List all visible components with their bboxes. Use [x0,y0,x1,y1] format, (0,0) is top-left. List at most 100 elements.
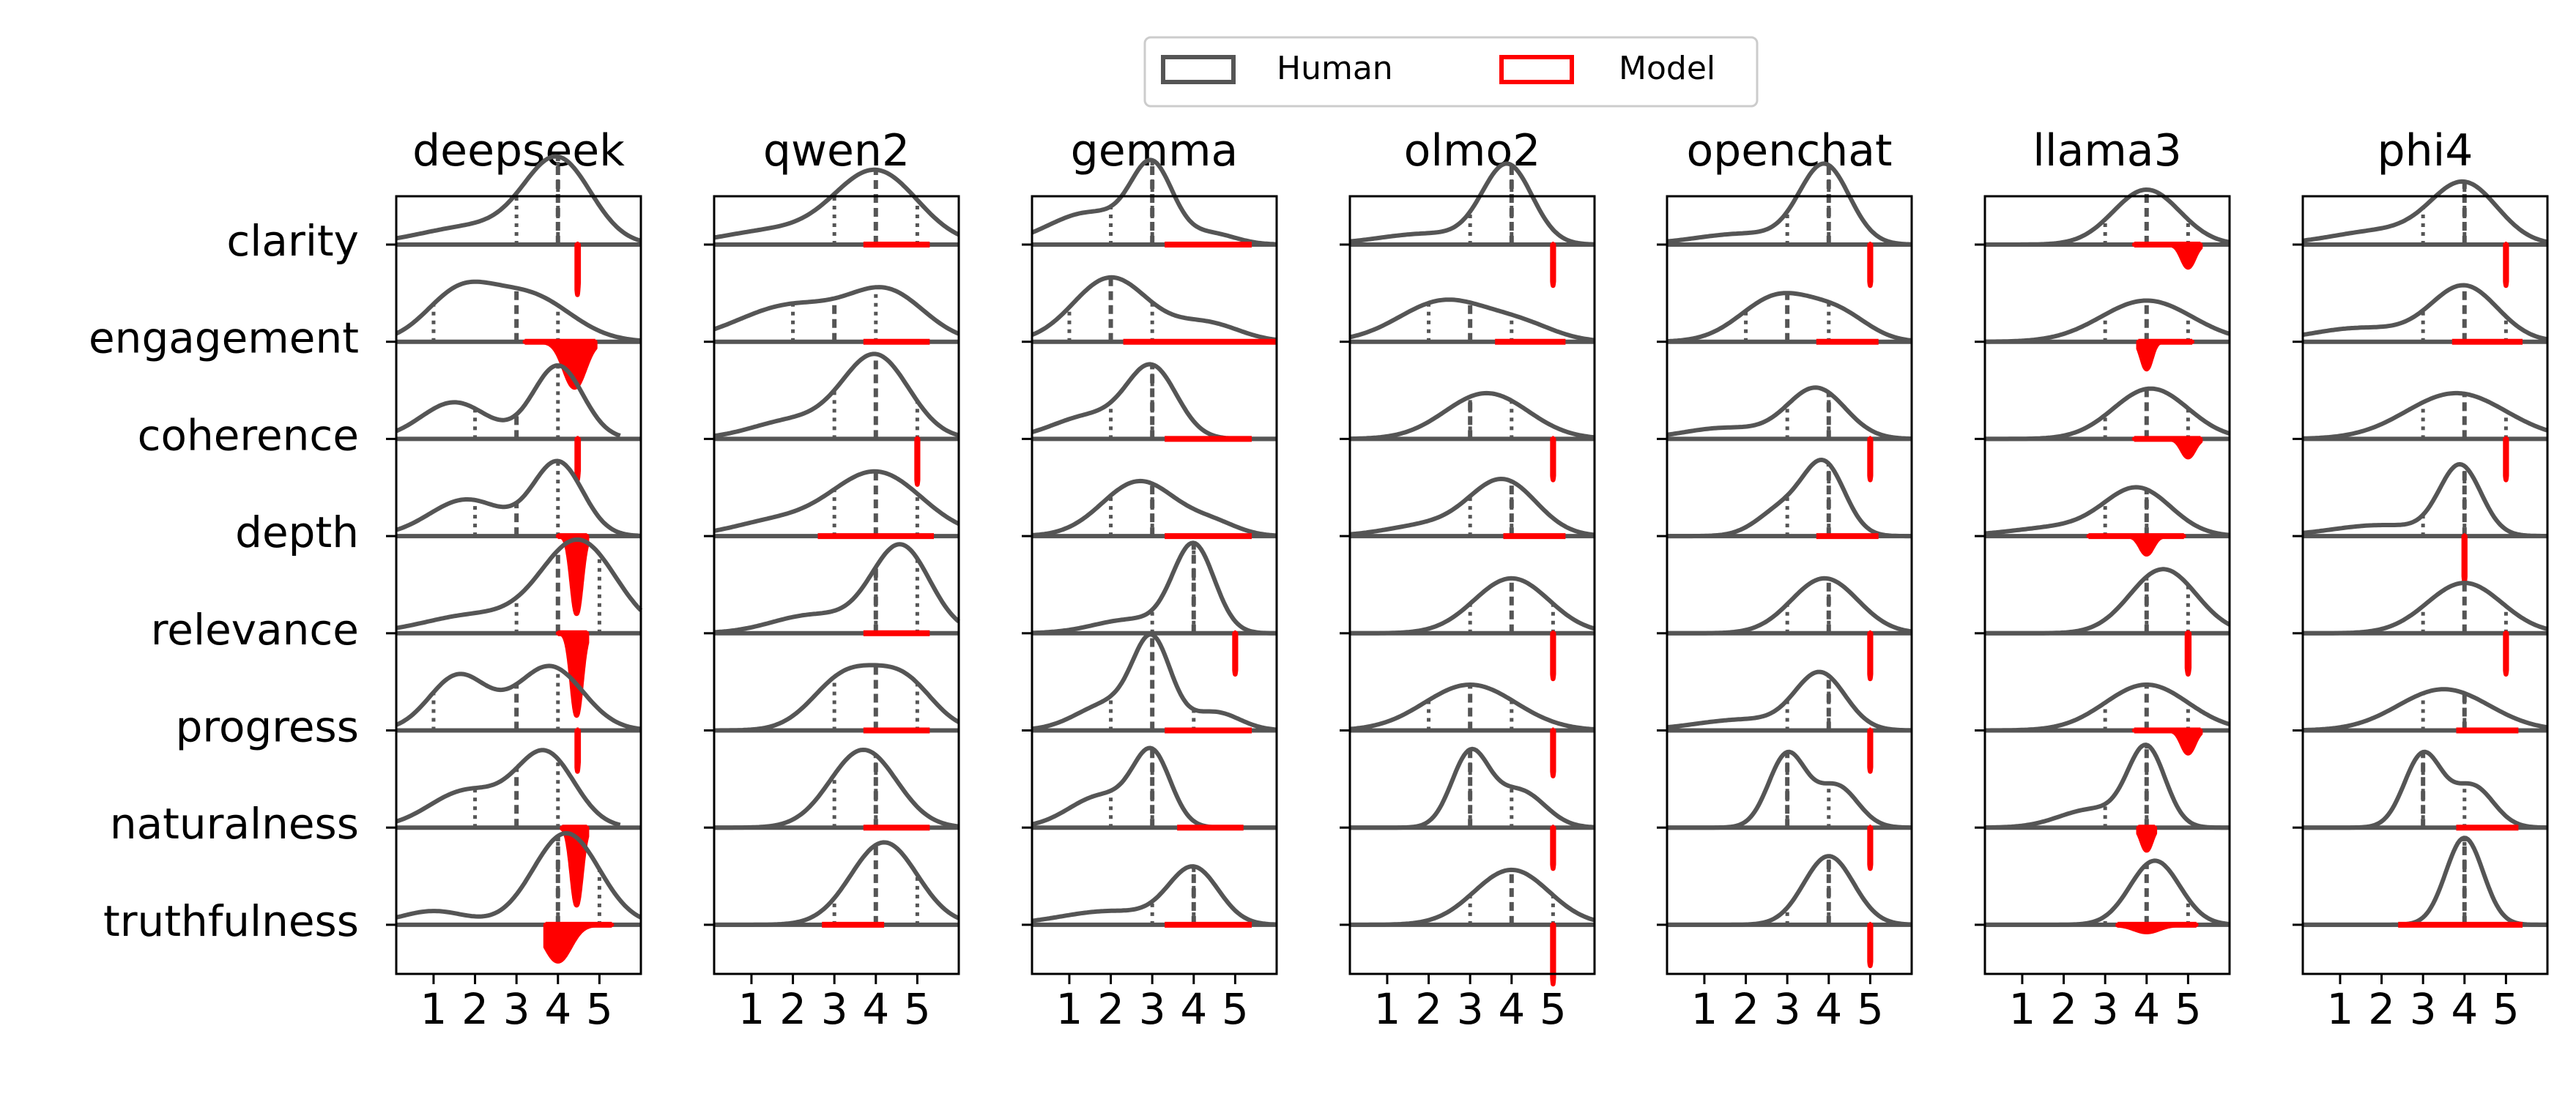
human-density [1984,743,2230,830]
panel-title: phi4 [2378,125,2473,176]
metric-label: coherence [138,410,359,460]
human-density [395,279,642,343]
human-density [2302,836,2548,927]
x-tick-label: 2 [1097,984,1124,1034]
x-tick-label: 5 [1857,984,1884,1034]
human-density [713,663,960,733]
panel-frame [713,195,960,975]
metric-label: clarity [226,216,359,266]
model-density [1867,728,1874,774]
x-tick-label: 1 [1055,984,1083,1034]
model-density [2503,436,2509,483]
panel-olmo2: olmo2 1 2 3 4 5 [1340,125,1596,1034]
human-density [1666,854,1912,927]
x-tick-label: 3 [1139,984,1166,1034]
x-tick-label: 2 [461,984,489,1034]
human-density [396,748,621,827]
panel-phi4: phi4 1 2 3 4 5 [2293,125,2549,1034]
x-tick-label: 4 [1180,984,1207,1034]
model-density [2131,242,2203,270]
human-density [2302,462,2548,538]
human-density [1031,540,1277,636]
human-density [1984,187,2230,247]
human-density [2302,390,2548,441]
model-density [574,242,582,297]
metric-label: relevance [151,605,359,655]
human-density [1984,567,2231,636]
metric-label: truthfulness [103,896,359,946]
model-density [2086,534,2186,557]
human-density [713,285,960,336]
x-tick-label: 3 [503,984,530,1034]
human-density [1666,458,1912,539]
human-density [1984,485,2230,537]
model-density [1867,922,1874,969]
human-density [1984,682,2230,733]
model-density [2136,825,2158,853]
x-tick-label: 2 [1415,984,1442,1034]
model-density [1867,242,1874,289]
model-density [2461,534,2468,584]
x-tick-label: 1 [738,984,765,1034]
panel-title: olmo2 [1404,125,1541,176]
panel-title: llama3 [2033,125,2182,176]
panel-title: qwen2 [763,125,910,176]
legend-model-label: Model [1619,50,1715,87]
panel-frame [1031,195,1278,975]
legend-human-swatch [1161,55,1236,84]
model-density [1867,630,1874,682]
human-density [395,663,642,732]
x-tick-label: 1 [1373,984,1400,1034]
human-density [713,167,960,240]
model-density [574,728,582,774]
panel-qwen2: qwen2 1 2 3 4 5 [704,125,960,1034]
panel-frame [1983,195,2231,975]
human-density [396,154,642,243]
human-density [2302,749,2548,830]
x-tick-label: 4 [1815,984,1842,1034]
x-tick-label: 4 [1498,984,1525,1034]
model-density [555,630,590,718]
human-density [396,537,643,630]
human-density [396,458,642,538]
model-density [2184,630,2192,677]
model-density [2115,922,2199,934]
human-density [1666,576,1912,636]
x-tick-label: 4 [2451,984,2478,1034]
x-tick-label: 3 [2410,984,2437,1034]
human-density [396,830,642,920]
x-tick-label: 4 [862,984,889,1034]
x-tick-label: 5 [1540,984,1567,1034]
human-density [1984,298,2230,344]
human-density [1031,275,1277,343]
model-density [914,436,921,487]
model-density [2136,339,2195,372]
model-density [1550,825,1556,871]
metric-label: engagement [89,313,359,363]
human-density [2302,581,2548,636]
metric-label: naturalness [110,799,359,849]
human-density [1984,858,2230,927]
human-density [1031,745,1277,830]
x-tick-label: 5 [2493,984,2520,1034]
panel-frame [395,195,642,975]
human-density [713,840,960,927]
human-density [1349,576,1595,636]
legend: Human Model [1143,36,1759,108]
legend-human-label: Human [1277,50,1393,87]
x-tick-label: 5 [1222,984,1249,1034]
human-density [395,363,621,438]
panel-frame [1666,195,1913,975]
x-tick-label: 5 [904,984,931,1034]
model-density [574,436,582,483]
x-tick-label: 2 [2368,984,2395,1034]
model-density [555,534,590,617]
x-tick-label: 1 [420,984,447,1034]
panel-deepseek: deepseek 1 2 3 4 5 [386,125,643,1034]
model-density [560,825,590,908]
human-density [2302,283,2548,342]
human-density [1666,161,1912,247]
human-density [1031,478,1277,538]
